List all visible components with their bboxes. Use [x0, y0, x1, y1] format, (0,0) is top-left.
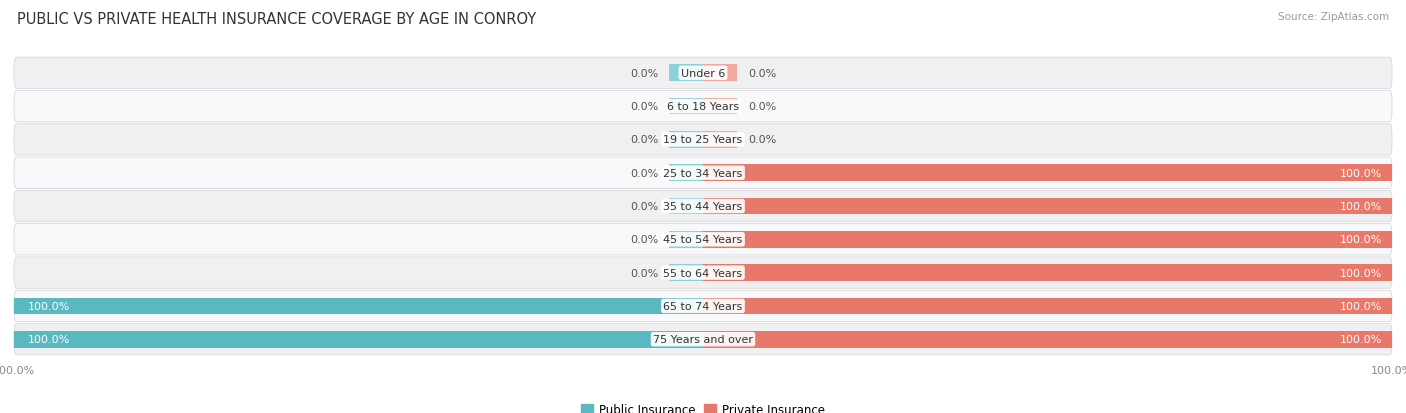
FancyBboxPatch shape — [14, 257, 1392, 289]
Bar — [669, 198, 703, 215]
Text: 0.0%: 0.0% — [630, 69, 658, 78]
Text: 25 to 34 Years: 25 to 34 Years — [664, 168, 742, 178]
Text: 0.0%: 0.0% — [748, 102, 776, 112]
Text: 100.0%: 100.0% — [28, 301, 70, 311]
Text: 0.0%: 0.0% — [748, 135, 776, 145]
Text: 0.0%: 0.0% — [630, 102, 658, 112]
Bar — [703, 132, 738, 148]
Text: 100.0%: 100.0% — [1340, 168, 1382, 178]
Bar — [669, 99, 703, 115]
Text: 100.0%: 100.0% — [1340, 202, 1382, 211]
Text: 100.0%: 100.0% — [1340, 301, 1382, 311]
Bar — [703, 265, 1392, 281]
Bar — [703, 298, 1392, 314]
Text: 0.0%: 0.0% — [630, 268, 658, 278]
Bar — [14, 298, 703, 314]
Text: 0.0%: 0.0% — [630, 135, 658, 145]
Text: 65 to 74 Years: 65 to 74 Years — [664, 301, 742, 311]
Bar — [14, 331, 703, 348]
Text: 100.0%: 100.0% — [1340, 335, 1382, 344]
Text: 0.0%: 0.0% — [630, 235, 658, 245]
Text: 55 to 64 Years: 55 to 64 Years — [664, 268, 742, 278]
FancyBboxPatch shape — [14, 291, 1392, 322]
Text: 100.0%: 100.0% — [1340, 268, 1382, 278]
FancyBboxPatch shape — [14, 191, 1392, 222]
FancyBboxPatch shape — [14, 58, 1392, 89]
Text: PUBLIC VS PRIVATE HEALTH INSURANCE COVERAGE BY AGE IN CONROY: PUBLIC VS PRIVATE HEALTH INSURANCE COVER… — [17, 12, 536, 27]
FancyBboxPatch shape — [14, 124, 1392, 156]
Bar — [703, 198, 1392, 215]
Text: 0.0%: 0.0% — [748, 69, 776, 78]
Bar — [669, 65, 703, 82]
Text: Under 6: Under 6 — [681, 69, 725, 78]
Text: Source: ZipAtlas.com: Source: ZipAtlas.com — [1278, 12, 1389, 22]
Bar — [669, 165, 703, 182]
Text: 75 Years and over: 75 Years and over — [652, 335, 754, 344]
FancyBboxPatch shape — [14, 224, 1392, 255]
Bar — [703, 165, 1392, 182]
FancyBboxPatch shape — [14, 91, 1392, 122]
Bar — [703, 65, 738, 82]
Bar — [703, 99, 738, 115]
Text: 35 to 44 Years: 35 to 44 Years — [664, 202, 742, 211]
Text: 19 to 25 Years: 19 to 25 Years — [664, 135, 742, 145]
Text: 0.0%: 0.0% — [630, 202, 658, 211]
FancyBboxPatch shape — [14, 324, 1392, 355]
Text: 45 to 54 Years: 45 to 54 Years — [664, 235, 742, 245]
Bar — [669, 265, 703, 281]
Text: 6 to 18 Years: 6 to 18 Years — [666, 102, 740, 112]
Text: 100.0%: 100.0% — [1340, 235, 1382, 245]
Bar — [703, 231, 1392, 248]
Bar — [669, 132, 703, 148]
Text: 0.0%: 0.0% — [630, 168, 658, 178]
Text: 100.0%: 100.0% — [28, 335, 70, 344]
FancyBboxPatch shape — [14, 158, 1392, 189]
Legend: Public Insurance, Private Insurance: Public Insurance, Private Insurance — [576, 398, 830, 413]
Bar — [669, 231, 703, 248]
Bar — [703, 331, 1392, 348]
